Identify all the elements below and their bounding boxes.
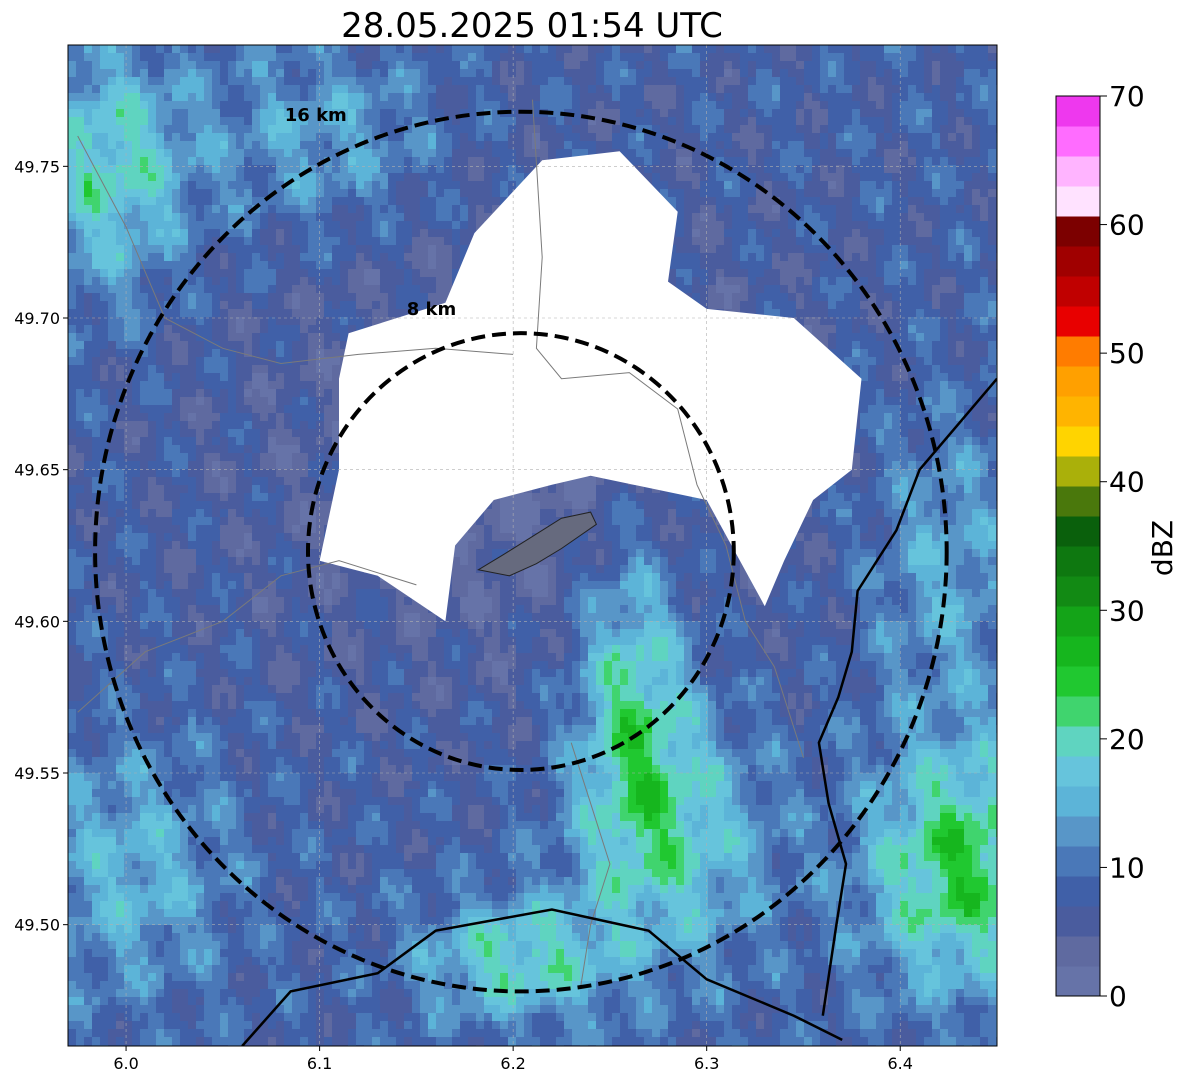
range-ring: [305, 331, 736, 772]
colorbar-segment: [1056, 96, 1100, 127]
colorbar-segment: [1056, 876, 1100, 907]
colorbar-tick-label: 60: [1109, 209, 1145, 242]
colorbar-segment: [1056, 726, 1100, 757]
colorbar-segment: [1056, 906, 1100, 937]
colorbar-segment: [1056, 156, 1100, 187]
colorbar-segment: [1056, 486, 1100, 517]
map-frame: [67, 44, 998, 1047]
x-tick-label: 6.2: [500, 1054, 525, 1073]
colorbar-segment: [1056, 936, 1100, 967]
colorbar-segment: [1056, 816, 1100, 847]
x-tick-label: 6.3: [694, 1054, 719, 1073]
colorbar-segment: [1056, 846, 1100, 877]
river-line: [570, 742, 611, 986]
river-lines: [77, 99, 804, 986]
colorbar-tick-label: 40: [1109, 466, 1145, 499]
range-rings: 8 km 16 km: [93, 105, 949, 994]
range-ring: [93, 109, 949, 994]
colorbar-segment: [1056, 546, 1100, 577]
colorbar-label: dBZ: [1146, 520, 1179, 576]
colorbar-segment: [1056, 276, 1100, 307]
y-tick-label: 49.50: [14, 916, 60, 935]
colorbar-tick-label: 10: [1109, 851, 1145, 884]
colorbar-tick-label: 50: [1109, 337, 1145, 370]
range-ring-label: 16 km: [285, 105, 347, 126]
range-ring-label: 8 km: [407, 299, 457, 320]
river-line: [532, 99, 804, 758]
no-echo-zone: [319, 151, 862, 622]
figure-title: 28.05.2025 01:54 UTC: [341, 6, 723, 46]
colorbar: 0 10 20 30 40 50 60 70: [1055, 80, 1145, 1013]
x-axis-ticks: 6.0 6.1 6.2 6.3 6.4: [113, 1046, 913, 1073]
colorbar-segment: [1056, 336, 1100, 367]
y-tick-label: 49.55: [14, 764, 60, 783]
colorbar-segment: [1056, 426, 1100, 457]
river-line: [77, 135, 514, 365]
map-panel: 8 km 16 km: [68, 45, 997, 1046]
colorbar-segment: [1056, 756, 1100, 787]
colorbar-segment: [1056, 456, 1100, 487]
country-border-south: [241, 908, 843, 1046]
colorbar-segment: [1056, 576, 1100, 607]
y-tick-label: 49.70: [14, 309, 60, 328]
map-grid: [68, 45, 997, 1046]
colorbar-segment: [1056, 966, 1100, 997]
colorbar-segment: [1056, 216, 1100, 247]
x-tick-label: 6.4: [888, 1054, 913, 1073]
colorbar-segment: [1056, 366, 1100, 397]
colorbar-segment: [1056, 246, 1100, 277]
colorbar-segment: [1056, 186, 1100, 217]
colorbar-tick-label: 70: [1109, 80, 1145, 113]
y-tick-label: 49.60: [14, 612, 60, 631]
colorbar-tick-label: 20: [1109, 723, 1145, 756]
country-border: [817, 377, 997, 1016]
colorbar-tick-label: 0: [1109, 980, 1127, 1013]
y-axis-ticks: 49.50 49.55 49.60 49.65 49.70 49.75: [14, 157, 68, 935]
colorbar-segment: [1056, 696, 1100, 727]
colorbar-segment: [1056, 396, 1100, 427]
urban-area: [476, 511, 598, 577]
river-line: [77, 560, 417, 713]
y-tick-label: 49.65: [14, 461, 60, 480]
colorbar-segment: [1056, 636, 1100, 667]
colorbar-segment: [1056, 786, 1100, 817]
x-tick-label: 6.0: [113, 1054, 138, 1073]
colorbar-tick-label: 30: [1109, 594, 1145, 627]
colorbar-segment: [1056, 306, 1100, 337]
y-tick-label: 49.75: [14, 157, 60, 176]
colorbar-segment: [1056, 666, 1100, 697]
x-tick-label: 6.1: [307, 1054, 332, 1073]
colorbar-segment: [1056, 516, 1100, 547]
colorbar-segment: [1056, 126, 1100, 157]
colorbar-segment: [1056, 606, 1100, 637]
colorbar-frame: [1055, 95, 1101, 997]
